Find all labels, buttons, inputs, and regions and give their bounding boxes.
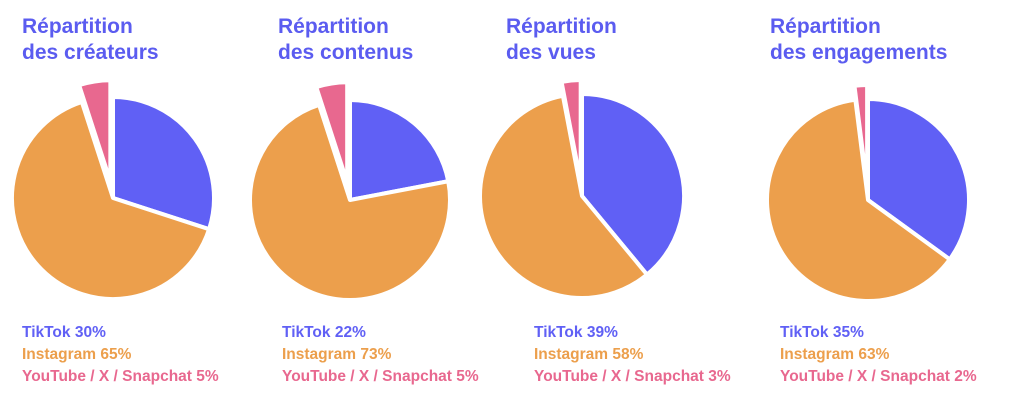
legend-instagram: Instagram 73%	[282, 346, 392, 363]
pie-slice-tiktok	[348, 98, 451, 202]
chart-title: Répartition des vues	[506, 14, 617, 66]
chart-legend: TikTok 35% Instagram 63% YouTube / X / S…	[780, 322, 977, 388]
pie-slice-instagram	[10, 99, 212, 301]
pie-chart	[10, 78, 216, 301]
pie-chart	[478, 78, 686, 300]
legend-tiktok: TikTok 35%	[780, 324, 864, 341]
chart-title-line2: des contenus	[278, 41, 414, 64]
legend-tiktok: TikTok 30%	[22, 324, 106, 341]
chart-legend: TikTok 39% Instagram 58% YouTube / X / S…	[534, 322, 731, 388]
pie-slice-instagram	[765, 97, 952, 303]
legend-instagram: Instagram 65%	[22, 346, 132, 363]
chart-title-line1: Répartition	[278, 15, 389, 38]
legend-youtube-x-snapchat: YouTube / X / Snapchat 3%	[534, 368, 731, 385]
pie-slice-youtube-x-snapchat	[77, 78, 113, 184]
chart-title-line1: Répartition	[506, 15, 617, 38]
legend-youtube-x-snapchat: YouTube / X / Snapchat 5%	[282, 368, 479, 385]
legend-youtube-x-snapchat: YouTube / X / Snapchat 5%	[22, 368, 219, 385]
pie-chart	[765, 83, 971, 303]
pie-slice-tiktok	[866, 97, 971, 262]
chart-panel-engagements: Répartition des engagements TikTok 35% I…	[765, 0, 1024, 404]
chart-title: Répartition des contenus	[278, 14, 413, 66]
pie-slice-youtube-x-snapchat	[559, 78, 583, 185]
chart-title: Répartition des créateurs	[22, 14, 159, 66]
legend-instagram: Instagram 63%	[780, 346, 890, 363]
pie-slice-instagram	[478, 93, 650, 300]
chart-title-line2: des créateurs	[22, 41, 159, 64]
chart-panel-contenus: Répartition des contenus TikTok 22% Inst…	[248, 0, 512, 404]
chart-legend: TikTok 22% Instagram 73% YouTube / X / S…	[282, 322, 479, 388]
legend-youtube-x-snapchat: YouTube / X / Snapchat 2%	[780, 368, 977, 385]
legend-tiktok: TikTok 39%	[534, 324, 618, 341]
legend-tiktok: TikTok 22%	[282, 324, 366, 341]
chart-title-line1: Répartition	[770, 15, 881, 38]
pie-chart	[248, 80, 452, 302]
chart-title-line2: des engagements	[770, 41, 948, 64]
legend-instagram: Instagram 58%	[534, 346, 644, 363]
pie-slice-instagram	[248, 102, 452, 302]
pie-slice-youtube-x-snapchat	[314, 80, 350, 185]
pie-slice-tiktok	[580, 92, 686, 277]
pie-slice-youtube-x-snapchat	[852, 83, 870, 189]
chart-title: Répartition des engagements	[770, 14, 947, 66]
chart-panel-vues: Répartition des vues TikTok 39% Instagra…	[478, 0, 768, 404]
chart-title-line2: des vues	[506, 41, 596, 64]
pie-slice-tiktok	[111, 95, 216, 232]
chart-panel-createurs: Répartition des créateurs TikTok 30% Ins…	[0, 0, 256, 404]
chart-legend: TikTok 30% Instagram 65% YouTube / X / S…	[22, 322, 219, 388]
chart-title-line1: Répartition	[22, 15, 133, 38]
